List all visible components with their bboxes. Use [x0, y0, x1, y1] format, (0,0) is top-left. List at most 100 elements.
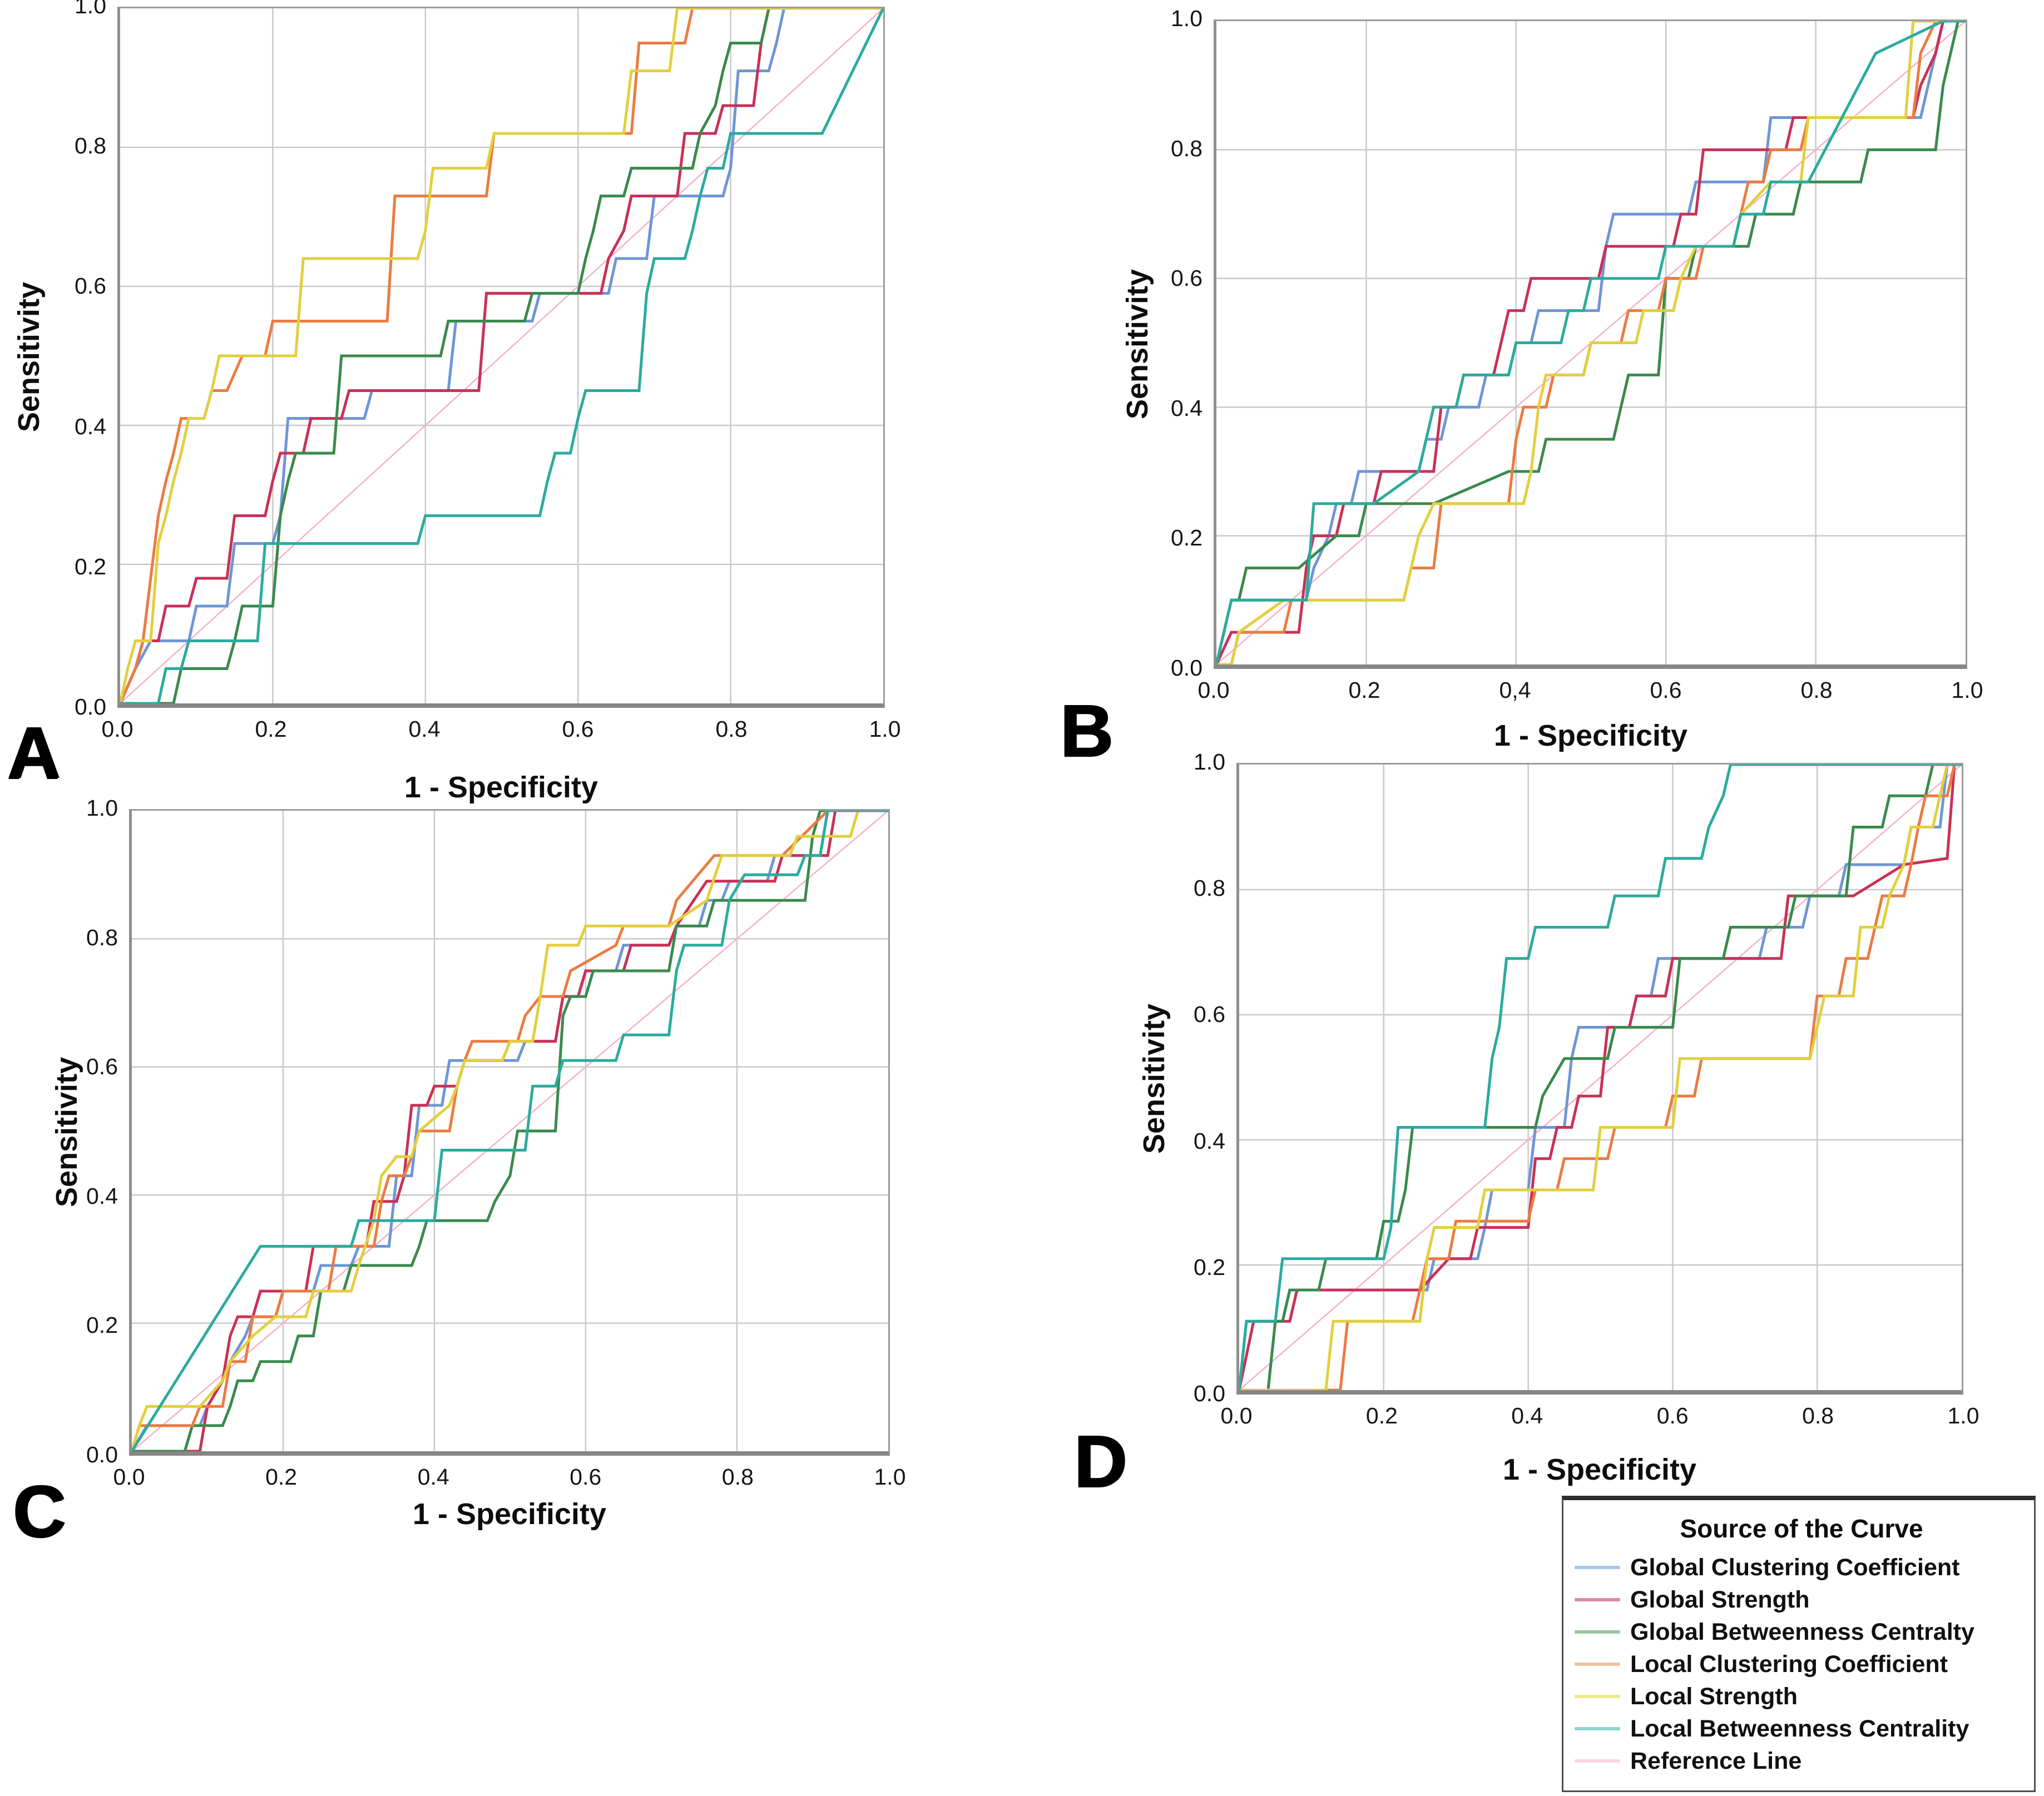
- reference-line: [1239, 765, 1962, 1390]
- legend-title: Source of the Curve: [1680, 1514, 1923, 1543]
- x-tick-label: 0.2: [1365, 1403, 1398, 1428]
- legend-swatch-line: [1575, 1727, 1620, 1730]
- y-axis-title: Sensitivity: [1137, 1003, 1171, 1154]
- roc-curve: [132, 811, 888, 1451]
- x-tick-label: 0.2: [1348, 677, 1380, 703]
- x-tick-label: 0.8: [715, 716, 748, 742]
- plot-area-b: [1214, 19, 1967, 669]
- x-tick-label: 1.0: [1951, 677, 1983, 703]
- y-axis-title: Sensitivity: [50, 1056, 83, 1208]
- legend-box: Source of the Curve Global Clustering Co…: [1562, 1496, 2036, 1792]
- legend-items: Global Clustering Coefficient Global Stre…: [1575, 1551, 2028, 1777]
- roc-curve: [1216, 21, 1966, 664]
- x-axis-title: 1 - Specificity: [412, 1497, 607, 1531]
- legend-item: Local Clustering Coefficient: [1575, 1648, 2028, 1680]
- legend-item: Global Clustering Coefficient: [1575, 1551, 2028, 1584]
- legend-item-label: Local Clustering Coefficient: [1630, 1650, 1948, 1678]
- roc-curve: [120, 8, 883, 703]
- legend-swatch-line: [1575, 1663, 1620, 1666]
- roc-curve: [132, 811, 888, 1451]
- x-axis-title: 1 - Specificity: [1502, 1453, 1697, 1486]
- roc-curve: [120, 8, 883, 703]
- roc-curve: [1216, 21, 1966, 664]
- y-tick-label: 0.8: [75, 133, 106, 159]
- roc-curve: [1239, 765, 1962, 1390]
- legend-item: Local Betweenness Centrality: [1575, 1713, 2028, 1745]
- y-tick-label: 0.2: [75, 553, 106, 579]
- y-tick-label: 1.0: [75, 0, 106, 18]
- roc-curve: [1239, 765, 1962, 1390]
- y-tick-label: 1.0: [1194, 749, 1225, 775]
- legend-item-label: Local Betweenness Centrality: [1630, 1715, 1969, 1742]
- y-tick-label: 0.0: [1194, 1381, 1225, 1406]
- y-axis-title: Sensitivity: [1121, 269, 1154, 420]
- roc-curve: [1216, 21, 1966, 664]
- x-tick-label: 0.8: [721, 1464, 754, 1490]
- roc-curve: [1239, 765, 1962, 1390]
- x-tick-label: 0.2: [255, 716, 287, 742]
- roc-curve: [132, 811, 888, 1451]
- legend-item-label: Reference Line: [1630, 1747, 1802, 1774]
- y-tick-label: 0.8: [1171, 135, 1202, 161]
- legend-swatch-line: [1575, 1695, 1620, 1698]
- y-tick-label: 0.0: [86, 1442, 118, 1467]
- x-tick-label: 0.6: [1650, 677, 1682, 703]
- x-axis-title: 1 - Specificity: [404, 771, 598, 804]
- x-tick-label: 0.6: [562, 716, 594, 742]
- y-tick-label: 0.6: [1171, 265, 1202, 291]
- reference-line: [132, 811, 888, 1451]
- x-tick-label: 0.8: [1800, 677, 1833, 703]
- legend-item: Reference Line: [1575, 1745, 2028, 1777]
- y-tick-label: 0.2: [1171, 525, 1202, 551]
- x-tick-label: 0.6: [1656, 1403, 1689, 1428]
- reference-line: [1216, 21, 1966, 664]
- legend-item-label: Global Betweenness Centralty: [1630, 1618, 1974, 1645]
- x-tick-label: 0.0: [1197, 677, 1230, 703]
- panel-label-a: A: [7, 712, 60, 793]
- x-tick-label: 0.4: [408, 716, 441, 742]
- y-tick-label: 0.8: [86, 924, 118, 950]
- roc-curve: [1216, 21, 1966, 664]
- y-tick-label: 0.4: [86, 1183, 118, 1209]
- roc-curve: [120, 8, 883, 703]
- roc-curve: [1216, 21, 1966, 664]
- y-tick-label: 0.2: [86, 1312, 118, 1338]
- x-tick-label: 0,4: [1499, 677, 1531, 703]
- x-tick-label: 0.4: [1511, 1403, 1543, 1428]
- y-axis-title: Sensitivity: [12, 281, 46, 433]
- x-tick-label: 0.0: [113, 1464, 145, 1490]
- roc-curve: [120, 8, 883, 703]
- legend-swatch-line: [1575, 1598, 1620, 1601]
- roc-curve: [120, 8, 883, 703]
- reference-line: [120, 8, 883, 703]
- roc-curve: [120, 8, 883, 703]
- y-tick-label: 0.8: [1194, 875, 1225, 901]
- x-tick-label: 0.0: [1220, 1403, 1253, 1428]
- x-tick-label: 1.0: [1947, 1403, 1979, 1428]
- x-tick-label: 0.4: [417, 1464, 449, 1490]
- roc-curve: [132, 811, 888, 1451]
- panel-label-d: D: [1073, 1420, 1127, 1502]
- panel-label-b: B: [1060, 689, 1113, 771]
- panel-label-c: C: [12, 1470, 66, 1552]
- roc-curve: [1239, 765, 1962, 1390]
- legend-swatch-line: [1575, 1759, 1620, 1763]
- y-tick-label: 1.0: [1171, 6, 1202, 31]
- x-tick-label: 0.0: [101, 716, 133, 742]
- legend-swatch-line: [1575, 1630, 1620, 1634]
- y-tick-label: 0.0: [1171, 655, 1202, 681]
- roc-curve: [1239, 765, 1962, 1390]
- legend-item-label: Local Strength: [1630, 1683, 1798, 1710]
- x-tick-label: 1.0: [874, 1464, 906, 1490]
- y-tick-label: 0.0: [75, 694, 106, 720]
- x-tick-label: 1.0: [869, 716, 901, 742]
- legend-item: Global Betweenness Centralty: [1575, 1616, 2028, 1648]
- legend-item-label: Global Strength: [1630, 1586, 1810, 1613]
- plot-area-a: [117, 7, 885, 708]
- roc-curve: [132, 811, 888, 1451]
- plot-area-c: [129, 809, 890, 1456]
- y-tick-label: 1.0: [86, 795, 118, 821]
- legend-item: Local Strength: [1575, 1680, 2028, 1713]
- y-tick-label: 0.4: [1194, 1128, 1225, 1154]
- x-axis-title: 1 - Specificity: [1493, 719, 1688, 752]
